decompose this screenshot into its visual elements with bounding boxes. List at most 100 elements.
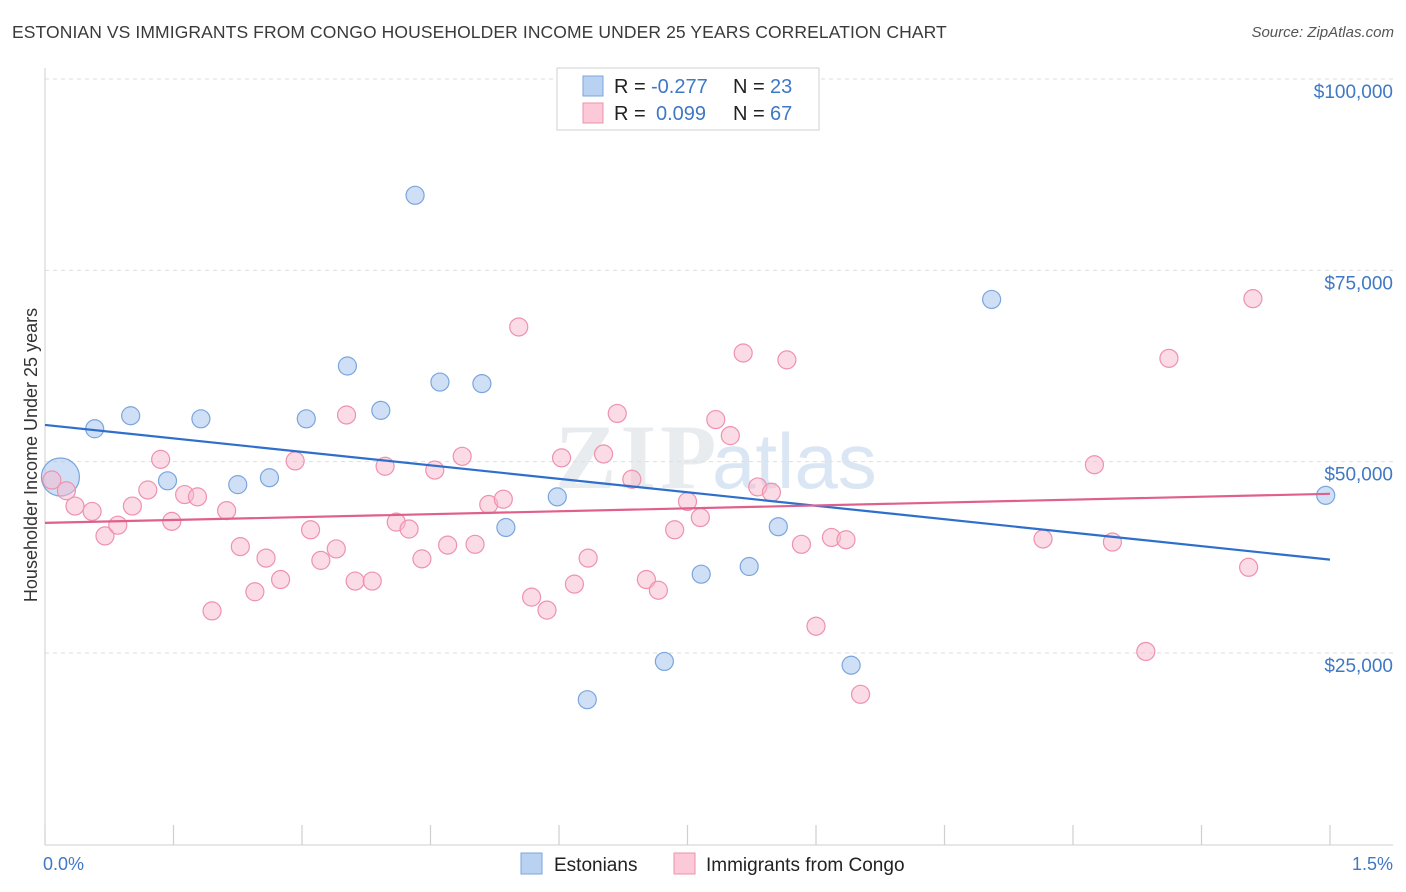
congo-point-37 [537,600,557,620]
stats-legend: R = -0.277 N = 23 R = 0.099 N = 67 [556,67,820,131]
estonian-point-16 [654,651,674,672]
watermark-atlas: atlas [712,417,877,505]
y-tick-label-2: $75,000 [1324,273,1393,294]
legend-r-label-1: R = [614,76,651,98]
estonian-point-2 [121,406,141,426]
congo-point-29 [425,460,445,480]
estonian-point-10 [405,185,425,205]
congo-point-51 [733,343,753,363]
estonian-point-12 [472,374,492,394]
congo-point-48 [690,507,710,528]
legend-r-value-2: 0.099 [656,103,706,125]
congo-point-13 [217,501,237,521]
estonian-trend-line [44,423,1331,561]
congo-point-9 [162,511,182,531]
congo-point-22 [336,405,357,425]
estonian-point-4 [191,409,211,429]
congo-point-45 [648,580,668,600]
congo-point-38 [551,448,572,468]
congo-point-20 [311,550,331,570]
legend-swatch-congo [582,102,604,124]
bottom-legend-label-congo: Immigrants from Congo [706,855,905,876]
estonian-point-7 [296,409,316,429]
congo-point-6 [122,496,142,516]
congo-point-23 [345,571,365,591]
estonian-point-8 [337,356,358,376]
legend-n-label-2: N = [733,103,770,125]
congo-point-39 [564,574,585,594]
congo-point-19 [300,520,321,540]
congo-point-4 [95,526,115,546]
estonian-point-11 [430,372,450,392]
congo-point-65 [1239,557,1259,577]
congo-point-59 [850,684,871,704]
congo-point-50 [720,426,740,446]
congo-point-14 [230,537,250,557]
legend-n-label-1: N = [733,76,770,98]
congo-point-56 [806,616,826,636]
congo-point-55 [791,534,812,554]
y-axis-label: Householder Income Under 25 years [21,308,41,602]
grid [45,78,1393,654]
congo-point-61 [1084,455,1105,475]
congo-point-16 [256,548,276,568]
watermark-zip: ZIP [555,406,720,508]
congo-point-63 [1136,641,1156,662]
estonian-point-17 [691,564,711,584]
legend-r-label-2: R = [614,103,651,125]
legend-swatch-estonians [582,75,604,97]
y-tick-label-0: $25,000 [1324,656,1393,677]
congo-point-17 [270,569,291,590]
congo-point-54 [777,350,797,370]
y-tick-label-3: $100,000 [1314,82,1393,103]
congo-point-40 [578,548,598,568]
bottom-legend-swatch-estonians [520,852,543,875]
congo-point-3 [82,501,102,522]
congo-point-60 [1033,529,1053,549]
congo-point-1 [56,481,77,501]
y-tick-labels: $25,000 $50,000 $75,000 $100,000 [1314,82,1393,677]
congo-point-35 [509,317,529,337]
congo-point-49 [706,409,726,430]
congo-point-18 [285,451,305,471]
congo-point-32 [465,534,485,554]
congo-point-12 [202,601,222,621]
estonian-point-6 [259,468,280,488]
estonian-point-20 [841,655,861,675]
y-tick-label-1: $50,000 [1324,465,1393,486]
bottom-legend-swatch-congo [673,852,696,875]
congo-point-11 [187,487,208,507]
congo-point-64 [1159,348,1179,368]
estonian-point-3 [157,471,178,491]
series-legend: Estonians Immigrants from Congo [520,852,905,876]
estonian-point-15 [577,690,597,710]
x-tick-label-1: 1.5% [1352,854,1393,874]
congo-point-5 [108,515,128,535]
legend-r-value-1: -0.277 [651,76,708,98]
x-tick-label-0: 0.0% [43,854,84,874]
estonian-point-13 [496,517,516,538]
congo-trend-line [44,492,1331,524]
estonian-point-21 [982,289,1002,310]
points-layer [40,185,1336,710]
congo-point-7 [138,480,158,500]
congo-point-30 [438,535,458,555]
congo-point-44 [636,569,656,590]
congo-point-34 [493,489,513,509]
congo-point-43 [622,469,642,489]
legend-n-value-1: 23 [770,76,792,98]
congo-point-31 [452,446,472,466]
congo-point-53 [761,482,782,502]
congo-point-2 [65,496,85,516]
chart-title: ESTONIAN VS IMMIGRANTS FROM CONGO HOUSEH… [12,22,947,42]
estonian-point-18 [739,556,759,577]
trend-lines [44,423,1331,561]
congo-point-28 [412,549,432,569]
congo-point-66 [1243,289,1263,309]
congo-point-8 [151,449,171,469]
estonian-point-9 [371,400,391,420]
estonian-point-19 [768,517,788,537]
congo-point-21 [326,539,346,559]
estonian-point-14 [547,487,567,507]
